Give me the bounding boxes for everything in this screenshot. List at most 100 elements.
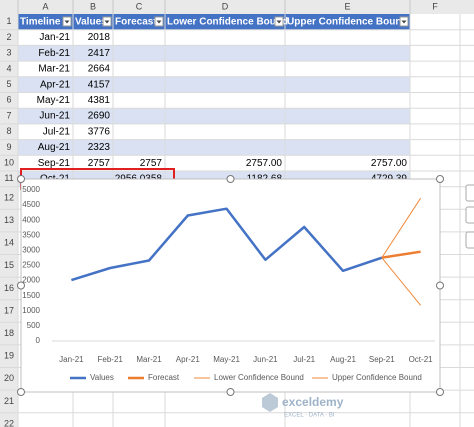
cell: 4381 (88, 95, 111, 106)
chart-button (465, 184, 474, 202)
y-tick-label: 4500 (22, 200, 40, 209)
resize-handle (17, 175, 25, 183)
filter-arrow (156, 20, 162, 24)
chart-button (465, 231, 474, 249)
x-tick-label: Feb-21 (98, 355, 124, 364)
x-tick-label: Jan-21 (59, 355, 84, 364)
y-tick-label: 1500 (22, 291, 40, 300)
filter-arrow (64, 20, 70, 24)
x-tick-label: Sep-21 (369, 355, 395, 364)
column-letter: F (432, 1, 438, 11)
cell: 2757.00 (246, 158, 283, 169)
x-tick-label: Oct-21 (409, 355, 434, 364)
cell: Jul-21 (43, 126, 71, 137)
cell: 2690 (88, 111, 111, 122)
row-number: 22 (4, 418, 14, 427)
x-tick-label: Apr-21 (176, 355, 201, 364)
row-number: 11 (4, 173, 13, 183)
resize-handle (17, 281, 25, 290)
cell: 2757 (140, 158, 163, 169)
y-tick-label: 4000 (22, 215, 40, 224)
filter-arrow (104, 20, 110, 24)
cell: Apr-21 (40, 79, 70, 90)
x-tick-label: Mar-21 (136, 355, 162, 364)
cell: 2757.00 (371, 158, 408, 169)
row-number: 17 (4, 305, 14, 315)
band (18, 139, 410, 156)
series-line (381, 197, 422, 258)
cell: Jun-21 (39, 111, 70, 122)
table-header: Values (75, 16, 107, 27)
resize-handle (436, 175, 444, 183)
resize-handle (226, 175, 235, 183)
cell: Feb-21 (38, 48, 70, 59)
cell: 4157 (88, 79, 111, 90)
column-letter: D (222, 1, 229, 11)
row-number: 18 (4, 328, 14, 338)
series-line (71, 207, 383, 282)
row-number: 5 (6, 79, 11, 89)
column-letter: A (42, 1, 48, 11)
row-number: 15 (4, 260, 14, 270)
x-tick-label: Aug-21 (330, 355, 356, 364)
column-letter: C (136, 1, 143, 11)
cell: 2757 (88, 158, 111, 169)
watermark-name: exceldemy (282, 395, 344, 409)
row-number: 2 (6, 32, 11, 42)
filter-arrow (401, 20, 407, 24)
row-number: 8 (6, 126, 11, 136)
y-tick-label: 0 (36, 336, 41, 345)
legend-label: Forecast (148, 373, 180, 382)
cell: May-21 (37, 95, 71, 106)
legend-label: Lower Confidence Bound (214, 373, 304, 382)
row-number: 10 (4, 158, 14, 168)
resize-handle (226, 388, 235, 396)
x-tick-label: Jun-21 (253, 355, 278, 364)
band (18, 108, 410, 124)
row-number: 13 (4, 215, 14, 225)
series-line (381, 250, 421, 259)
row-number: 4 (6, 63, 11, 73)
cell: 2323 (88, 142, 111, 153)
column-header-bar (0, 0, 474, 14)
cell: Jan-21 (39, 32, 70, 43)
table-header: Lower Confidence Bound (167, 16, 288, 27)
row-number: 21 (4, 396, 14, 406)
y-tick-label: 2000 (22, 276, 40, 285)
row-number: 16 (4, 283, 14, 293)
band (18, 76, 410, 93)
cell: Aug-21 (38, 142, 71, 153)
filter-arrow (276, 20, 282, 24)
band (18, 45, 410, 62)
x-tick-label: May-21 (213, 355, 240, 364)
cell: 2018 (88, 32, 111, 43)
table-header-bg (18, 14, 410, 30)
y-tick-label: 2500 (22, 261, 40, 270)
table-header: Forecast (115, 16, 157, 27)
legend-label: Values (90, 373, 114, 382)
row-header-bar (0, 14, 18, 427)
column-letter: B (90, 1, 96, 11)
y-tick-label: 5000 (22, 185, 40, 194)
watermark-logo (262, 393, 278, 412)
table-header: Timeline (20, 16, 61, 27)
column-letter: E (344, 1, 350, 11)
row-number: 14 (4, 238, 14, 248)
resize-handle (436, 281, 444, 290)
legend-label: Upper Confidence Bound (332, 373, 422, 382)
row-number: 19 (4, 351, 14, 361)
row-number: 20 (4, 373, 14, 383)
cell: 2417 (88, 48, 111, 59)
row-number: 7 (6, 110, 11, 120)
row-number: 9 (6, 142, 11, 152)
row-number: 6 (6, 95, 11, 105)
series-line (381, 257, 421, 306)
cell: 2664 (88, 64, 111, 75)
row-number: 12 (4, 192, 14, 202)
watermark-tagline: EXCEL · DATA · BI (284, 413, 335, 419)
chart-button (465, 206, 474, 224)
cell: 3776 (88, 126, 111, 137)
cell: Mar-21 (38, 64, 70, 75)
